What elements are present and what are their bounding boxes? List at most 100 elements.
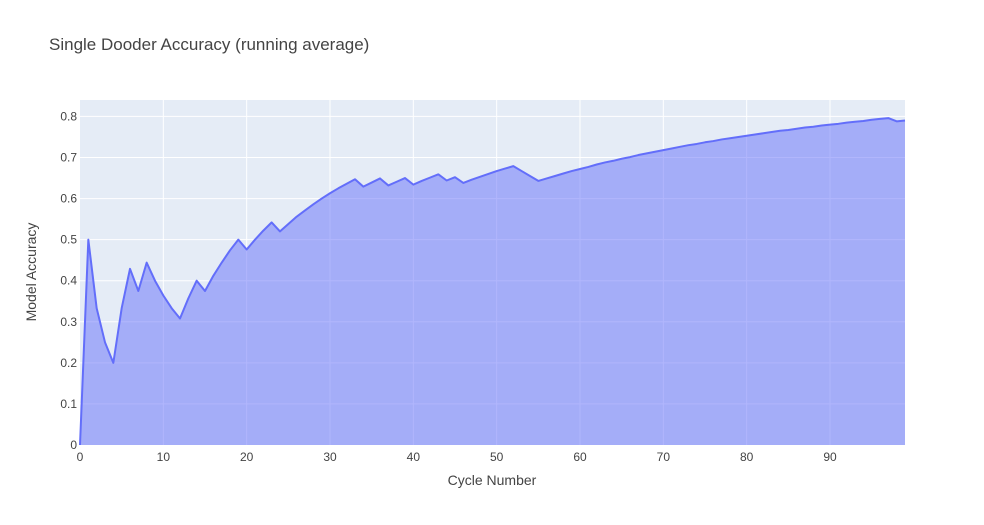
- x-tick-label: 70: [657, 450, 671, 464]
- data-point: [170, 307, 172, 309]
- x-axis-title: Cycle Number: [448, 472, 537, 488]
- data-point: [520, 170, 522, 172]
- data-point: [845, 121, 847, 123]
- data-point: [212, 275, 214, 277]
- y-tick-label: 0.1: [60, 397, 77, 411]
- data-point: [379, 177, 381, 179]
- x-axis-ticks: 0 10 20 30 40 50 60 70 80 90: [77, 450, 837, 464]
- data-point: [362, 185, 364, 187]
- data-point: [129, 268, 131, 270]
- data-point: [420, 180, 422, 182]
- data-point: [895, 120, 897, 122]
- data-point: [445, 179, 447, 181]
- data-point: [820, 124, 822, 126]
- data-point: [437, 173, 439, 175]
- data-point: [204, 290, 206, 292]
- data-point: [462, 182, 464, 184]
- y-tick-label: 0.3: [60, 315, 77, 329]
- data-point: [112, 362, 114, 364]
- data-point: [779, 130, 781, 132]
- data-point: [120, 307, 122, 309]
- data-point: [329, 192, 331, 194]
- data-point: [287, 223, 289, 225]
- data-point: [595, 163, 597, 165]
- data-point: [237, 238, 239, 240]
- x-tick-label: 80: [740, 450, 754, 464]
- data-point: [904, 119, 906, 121]
- data-point: [487, 173, 489, 175]
- data-point: [87, 238, 89, 240]
- data-point: [337, 187, 339, 189]
- data-point: [812, 126, 814, 128]
- data-point: [179, 317, 181, 319]
- data-point: [270, 221, 272, 223]
- data-point: [370, 181, 372, 183]
- y-tick-label: 0.4: [60, 274, 77, 288]
- data-point: [762, 132, 764, 134]
- y-tick-label: 0.7: [60, 151, 77, 165]
- data-point: [870, 119, 872, 121]
- data-point: [587, 166, 589, 168]
- data-point: [345, 183, 347, 185]
- data-point: [879, 118, 881, 120]
- x-tick-label: 40: [407, 450, 421, 464]
- data-point: [312, 203, 314, 205]
- data-point: [795, 128, 797, 130]
- data-point: [254, 238, 256, 240]
- data-point: [637, 154, 639, 156]
- data-point: [662, 149, 664, 151]
- series-line: [79, 117, 906, 446]
- data-point: [737, 136, 739, 138]
- data-point: [704, 141, 706, 143]
- data-point: [229, 249, 231, 251]
- data-point: [745, 135, 747, 137]
- chart-title: Single Dooder Accuracy (running average): [49, 35, 369, 54]
- data-series: [79, 117, 906, 446]
- data-point: [804, 126, 806, 128]
- data-point: [629, 156, 631, 158]
- data-point: [720, 138, 722, 140]
- data-point: [562, 172, 564, 174]
- y-tick-label: 0: [70, 438, 77, 452]
- data-point: [787, 129, 789, 131]
- data-point: [887, 117, 889, 119]
- data-point: [612, 160, 614, 162]
- data-point: [454, 176, 456, 178]
- data-point: [79, 444, 81, 446]
- data-point: [137, 290, 139, 292]
- data-point: [162, 294, 164, 296]
- y-tick-label: 0.5: [60, 233, 77, 247]
- data-point: [504, 167, 506, 169]
- data-point: [654, 151, 656, 153]
- data-point: [770, 131, 772, 133]
- data-point: [529, 175, 531, 177]
- data-point: [320, 197, 322, 199]
- data-point: [154, 280, 156, 282]
- data-point: [104, 341, 106, 343]
- x-tick-label: 90: [823, 450, 837, 464]
- data-point: [195, 280, 197, 282]
- data-point: [837, 123, 839, 125]
- x-tick-label: 50: [490, 450, 504, 464]
- data-point: [695, 143, 697, 145]
- data-point: [537, 180, 539, 182]
- series-area-fill: [80, 118, 905, 445]
- data-point: [429, 176, 431, 178]
- data-point: [220, 261, 222, 263]
- data-point: [412, 183, 414, 185]
- data-point: [245, 248, 247, 250]
- y-axis-title: Model Accuracy: [23, 223, 39, 322]
- x-tick-label: 20: [240, 450, 254, 464]
- data-point: [604, 161, 606, 163]
- data-point: [545, 177, 547, 179]
- x-tick-label: 10: [157, 450, 171, 464]
- y-axis-ticks: 0 0.1 0.2 0.3 0.4 0.5 0.6 0.7 0.8: [60, 109, 77, 452]
- y-tick-label: 0.2: [60, 356, 77, 370]
- data-point: [279, 230, 281, 232]
- data-point: [579, 168, 581, 170]
- data-point: [495, 170, 497, 172]
- data-point: [854, 121, 856, 123]
- data-point: [95, 307, 97, 309]
- data-point: [395, 181, 397, 183]
